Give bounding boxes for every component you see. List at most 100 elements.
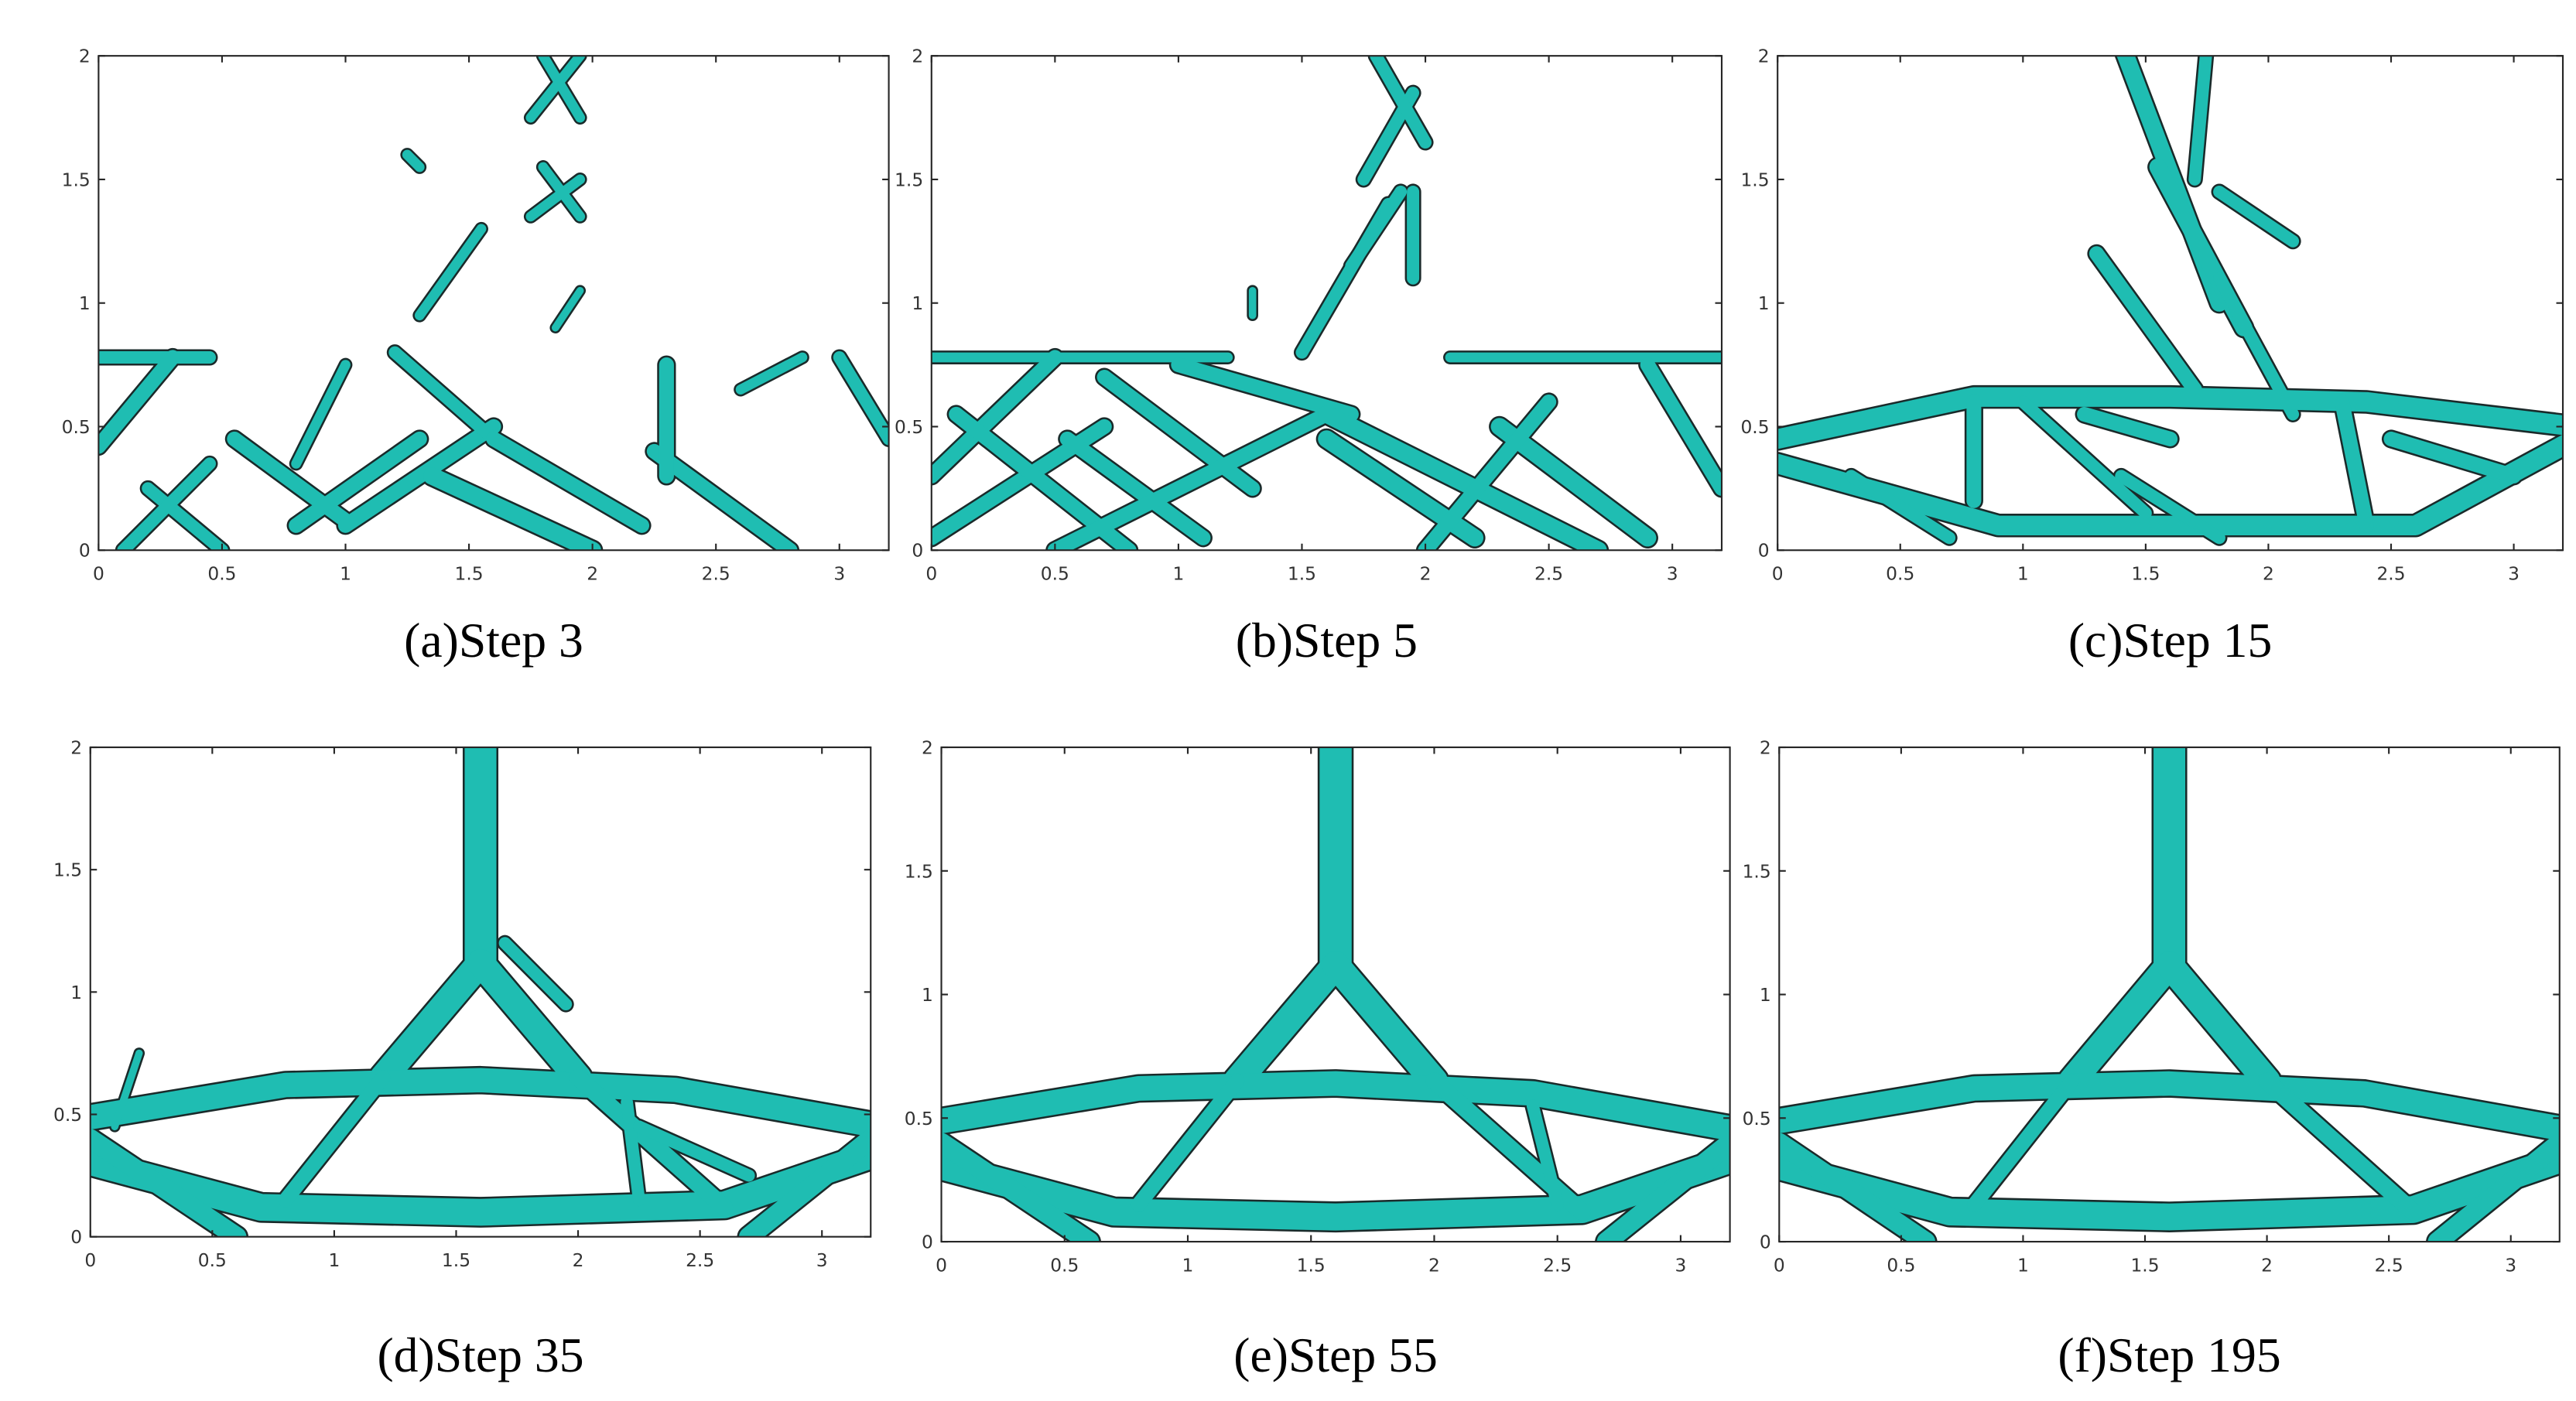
member [278,1070,391,1208]
member [941,1133,1100,1242]
caption: (e)Step 55 [1233,1328,1438,1382]
x-tick-label: 1.5 [442,1249,470,1271]
member [1131,1073,1245,1212]
topology [941,747,1730,1242]
member [1777,434,2564,535]
member [1490,418,1657,547]
y-tick-label: 1.5 [1743,860,1771,882]
member [2258,1072,2422,1221]
member [2188,56,2212,186]
member [423,467,601,551]
x-tick-label: 0 [93,562,104,584]
member [111,1049,143,1131]
y-tick-label: 0.5 [895,416,923,438]
member [2017,395,2152,520]
y-tick-label: 0.5 [905,1108,933,1129]
x-tick-label: 0.5 [1041,562,1069,584]
topology [98,56,889,551]
y-tick-label: 1 [1760,984,1771,1006]
member [2089,246,2202,398]
member [1779,1071,2560,1141]
member [414,224,487,321]
member [486,431,650,533]
axes-frame [97,55,890,552]
axes-frame [1777,55,2564,552]
x-tick-label: 0.5 [207,562,236,584]
member [289,431,427,533]
y-tick-label: 2 [70,737,82,759]
y-tick-label: 0 [912,540,923,562]
y-tick-label: 1 [1758,292,1770,314]
y-tick-label: 0 [79,540,91,562]
member [90,1129,247,1237]
y-tick-label: 0 [1758,540,1770,562]
y-tick-label: 0.5 [53,1104,82,1126]
member [402,149,425,173]
x-tick-label: 2.5 [702,562,730,584]
member [538,162,586,222]
x-tick-label: 2.5 [1543,1254,1572,1276]
caption: (d)Step 35 [377,1328,583,1382]
member [735,352,808,395]
caption: (b)Step 5 [1236,613,1418,668]
member [1318,405,1607,551]
panel: 0 0.5 1 1.5 2 2.5 3 0 0.5 1 1.5 2 (e)Step 55 [905,737,1731,1382]
panel: 0 0.5 1 1.5 2 2.5 3 0 0.5 1 1.5 2 (a)Step 3 [62,46,890,668]
y-tick-label: 0.5 [1743,1108,1771,1129]
member [646,443,798,551]
member [291,360,351,469]
y-tick-label: 0.5 [1740,416,1769,438]
y-tick-label: 2 [922,737,933,759]
member [1223,951,1350,1095]
member [1966,1073,2079,1212]
member [1777,387,2564,449]
member [1526,1099,1564,1211]
member [1779,1133,1935,1242]
x-tick-label: 1.5 [2131,562,2160,584]
x-tick-label: 3 [816,1249,828,1271]
member [467,949,592,1092]
x-tick-label: 2.5 [2376,562,2405,584]
x-tick-label: 0.5 [198,1249,227,1271]
y-tick-label: 1 [79,292,91,314]
member [525,56,586,123]
member [142,482,228,551]
x-tick-label: 0 [1774,1254,1785,1276]
x-tick-label: 3 [2508,562,2520,584]
x-tick-label: 3 [833,562,845,584]
x-tick-label: 2 [1428,1254,1440,1276]
panel: 0 0.5 1 1.5 2 2.5 3 0 0.5 1 1.5 2 (b)Step 5 [895,46,1723,668]
x-tick-label: 2 [2263,562,2274,584]
y-tick-label: 2 [79,46,91,67]
x-tick-label: 2 [2261,1254,2273,1276]
x-tick-label: 2 [573,1249,584,1271]
y-tick-label: 0.5 [62,416,91,438]
member [337,419,501,533]
topology [931,56,1722,551]
member [388,346,500,446]
member [90,1068,871,1137]
member [739,1129,871,1237]
x-tick-label: 1 [328,1249,340,1271]
y-tick-label: 1.5 [895,169,923,190]
x-tick-label: 1.5 [2130,1254,2159,1276]
member [1596,1133,1730,1242]
member [2213,185,2300,248]
member [2058,951,2183,1095]
member [833,351,889,446]
member [1322,951,1448,1095]
caption: (a)Step 3 [404,613,583,668]
y-tick-label: 1.5 [1740,169,1769,190]
x-tick-label: 1 [1172,562,1184,584]
topology [1777,56,2564,546]
member [117,457,216,551]
member [2427,1133,2560,1242]
member [2335,395,2374,533]
x-tick-label: 0.5 [1050,1254,1079,1276]
y-tick-label: 0 [70,1226,82,1248]
y-tick-label: 1.5 [905,860,933,882]
x-tick-label: 2.5 [1534,562,1563,584]
x-tick-label: 1.5 [455,562,484,584]
